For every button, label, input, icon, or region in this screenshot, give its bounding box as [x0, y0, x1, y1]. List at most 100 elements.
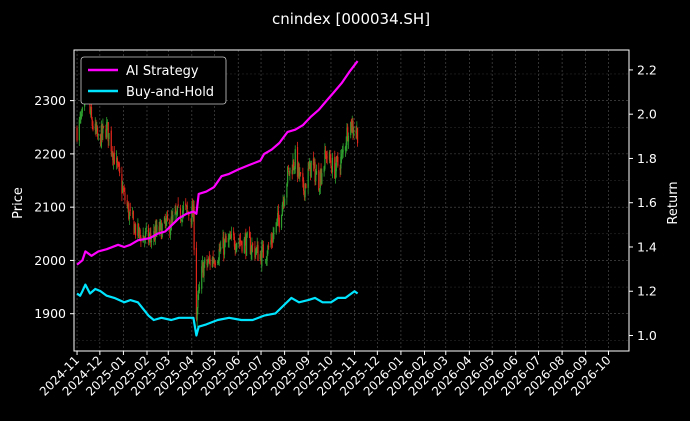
candle-body — [267, 245, 269, 254]
candle-body — [96, 127, 98, 133]
candle-body — [262, 244, 264, 258]
candle-body — [100, 134, 102, 146]
candle-body — [272, 233, 274, 242]
candle-body — [276, 218, 278, 222]
right-tick-label: 1.8 — [637, 151, 657, 166]
candle-body — [185, 205, 188, 208]
candle-body — [293, 161, 295, 168]
candle-body — [160, 221, 162, 224]
candle-body — [244, 237, 246, 240]
series-lines — [76, 60, 359, 337]
candle-body — [266, 255, 268, 261]
right-tick-label: 2.2 — [637, 62, 657, 77]
candle-body — [126, 200, 128, 206]
candle-body — [347, 135, 350, 142]
candle-body — [144, 231, 147, 238]
candle-body — [107, 122, 109, 142]
candle-body — [355, 130, 357, 134]
candle-body — [340, 156, 342, 169]
candle-body — [283, 198, 286, 207]
candle-body — [138, 223, 140, 237]
candle-body — [323, 166, 325, 173]
candle-body — [329, 154, 331, 162]
candle-body — [196, 308, 198, 321]
candle-body — [223, 240, 226, 255]
candle-body — [315, 170, 318, 175]
candle-body — [225, 236, 227, 243]
candle-body — [217, 260, 220, 264]
candle-body — [309, 160, 311, 169]
candle-body — [97, 134, 99, 136]
candle-body — [165, 220, 167, 226]
candle-body — [90, 106, 93, 119]
candle-body — [115, 157, 118, 163]
candle-body — [342, 149, 344, 153]
candle-body — [164, 219, 166, 224]
candle-body — [113, 152, 115, 165]
candle-body — [245, 233, 248, 256]
candle-body — [291, 169, 293, 175]
candle-body — [134, 224, 137, 236]
candle-body — [268, 246, 270, 248]
candle-body — [185, 203, 187, 206]
candle-body — [139, 229, 141, 235]
candle-body — [293, 167, 296, 171]
candle-body — [211, 257, 213, 268]
candle-body — [234, 246, 236, 250]
candle-body — [128, 203, 130, 219]
candle-body — [271, 237, 273, 243]
candle-body — [106, 122, 108, 138]
candle-body — [277, 212, 279, 222]
candle-body — [254, 246, 256, 258]
candle-body — [218, 249, 220, 261]
candle-body — [341, 154, 343, 158]
candle-body — [319, 171, 321, 188]
candle-body — [180, 219, 182, 221]
candle-body — [100, 125, 102, 148]
candle-body — [278, 217, 280, 228]
candle-body — [325, 152, 327, 155]
candle-body — [121, 174, 123, 194]
candle-body — [344, 146, 347, 151]
candle-body — [318, 188, 321, 192]
candle-body — [330, 160, 332, 166]
candle-body — [138, 227, 140, 234]
candle-body — [228, 238, 230, 241]
left-tick-label: 2300 — [34, 93, 66, 108]
candle-body — [166, 215, 168, 221]
candle-body — [92, 125, 94, 130]
candle-body — [314, 162, 316, 182]
candle-body — [112, 151, 114, 161]
candle-body — [339, 167, 341, 171]
candle-body — [80, 113, 82, 119]
right-axis-label: Return — [666, 181, 681, 224]
candle-body — [122, 187, 124, 192]
candle-body — [90, 109, 92, 116]
candle-body — [239, 240, 241, 242]
candle-body — [122, 189, 125, 191]
candle-body — [170, 216, 172, 231]
candle-body — [154, 225, 156, 240]
candle-body — [296, 146, 299, 177]
candle-body — [255, 251, 257, 255]
candle-body — [352, 120, 354, 133]
candle-body — [147, 228, 150, 242]
candle-body — [336, 156, 338, 159]
candle-body — [289, 167, 291, 174]
candle-body — [102, 125, 104, 134]
left-axis: 1900 2000 2100 2200 2300 — [34, 93, 74, 321]
candle-body — [89, 97, 91, 113]
candle-body — [303, 190, 305, 197]
candle-body — [108, 133, 110, 139]
candle-body — [214, 262, 216, 265]
candle-body — [207, 263, 209, 266]
candle-body — [127, 204, 129, 209]
candle-body — [202, 263, 204, 278]
candle-body — [308, 167, 310, 169]
candle-body — [313, 161, 315, 164]
candle-body — [191, 206, 193, 225]
candle-body — [302, 173, 304, 182]
candle-body — [137, 223, 139, 236]
candle-body — [119, 167, 121, 174]
